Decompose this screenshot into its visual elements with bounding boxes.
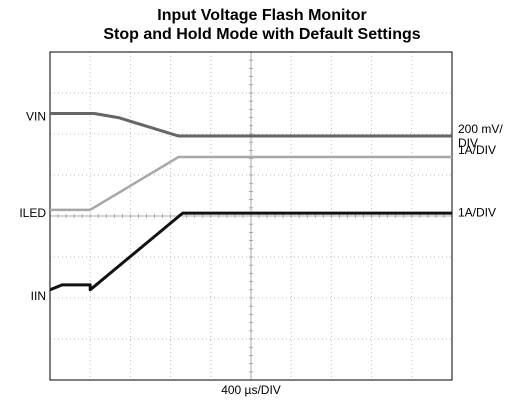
- trace-label: ILED: [19, 206, 46, 220]
- trace: [50, 112, 452, 138]
- plot-border: [49, 51, 453, 381]
- scale-label: 200 mV/: [458, 122, 503, 136]
- scale-label: 1A/DIV: [458, 143, 496, 157]
- x-axis-label: 400 µs/DIV: [221, 383, 281, 397]
- chart-subtitle: Stop and Hold Mode with Default Settings: [103, 26, 420, 43]
- scale-label: 1A/DIV: [458, 205, 496, 219]
- trace-label: VIN: [26, 110, 46, 124]
- trace: [49, 211, 452, 292]
- chart-title: Input Voltage Flash Monitor: [157, 7, 366, 24]
- trace: [50, 155, 452, 212]
- trace-label: IIN: [31, 289, 46, 303]
- scale-label: DIV: [458, 136, 478, 150]
